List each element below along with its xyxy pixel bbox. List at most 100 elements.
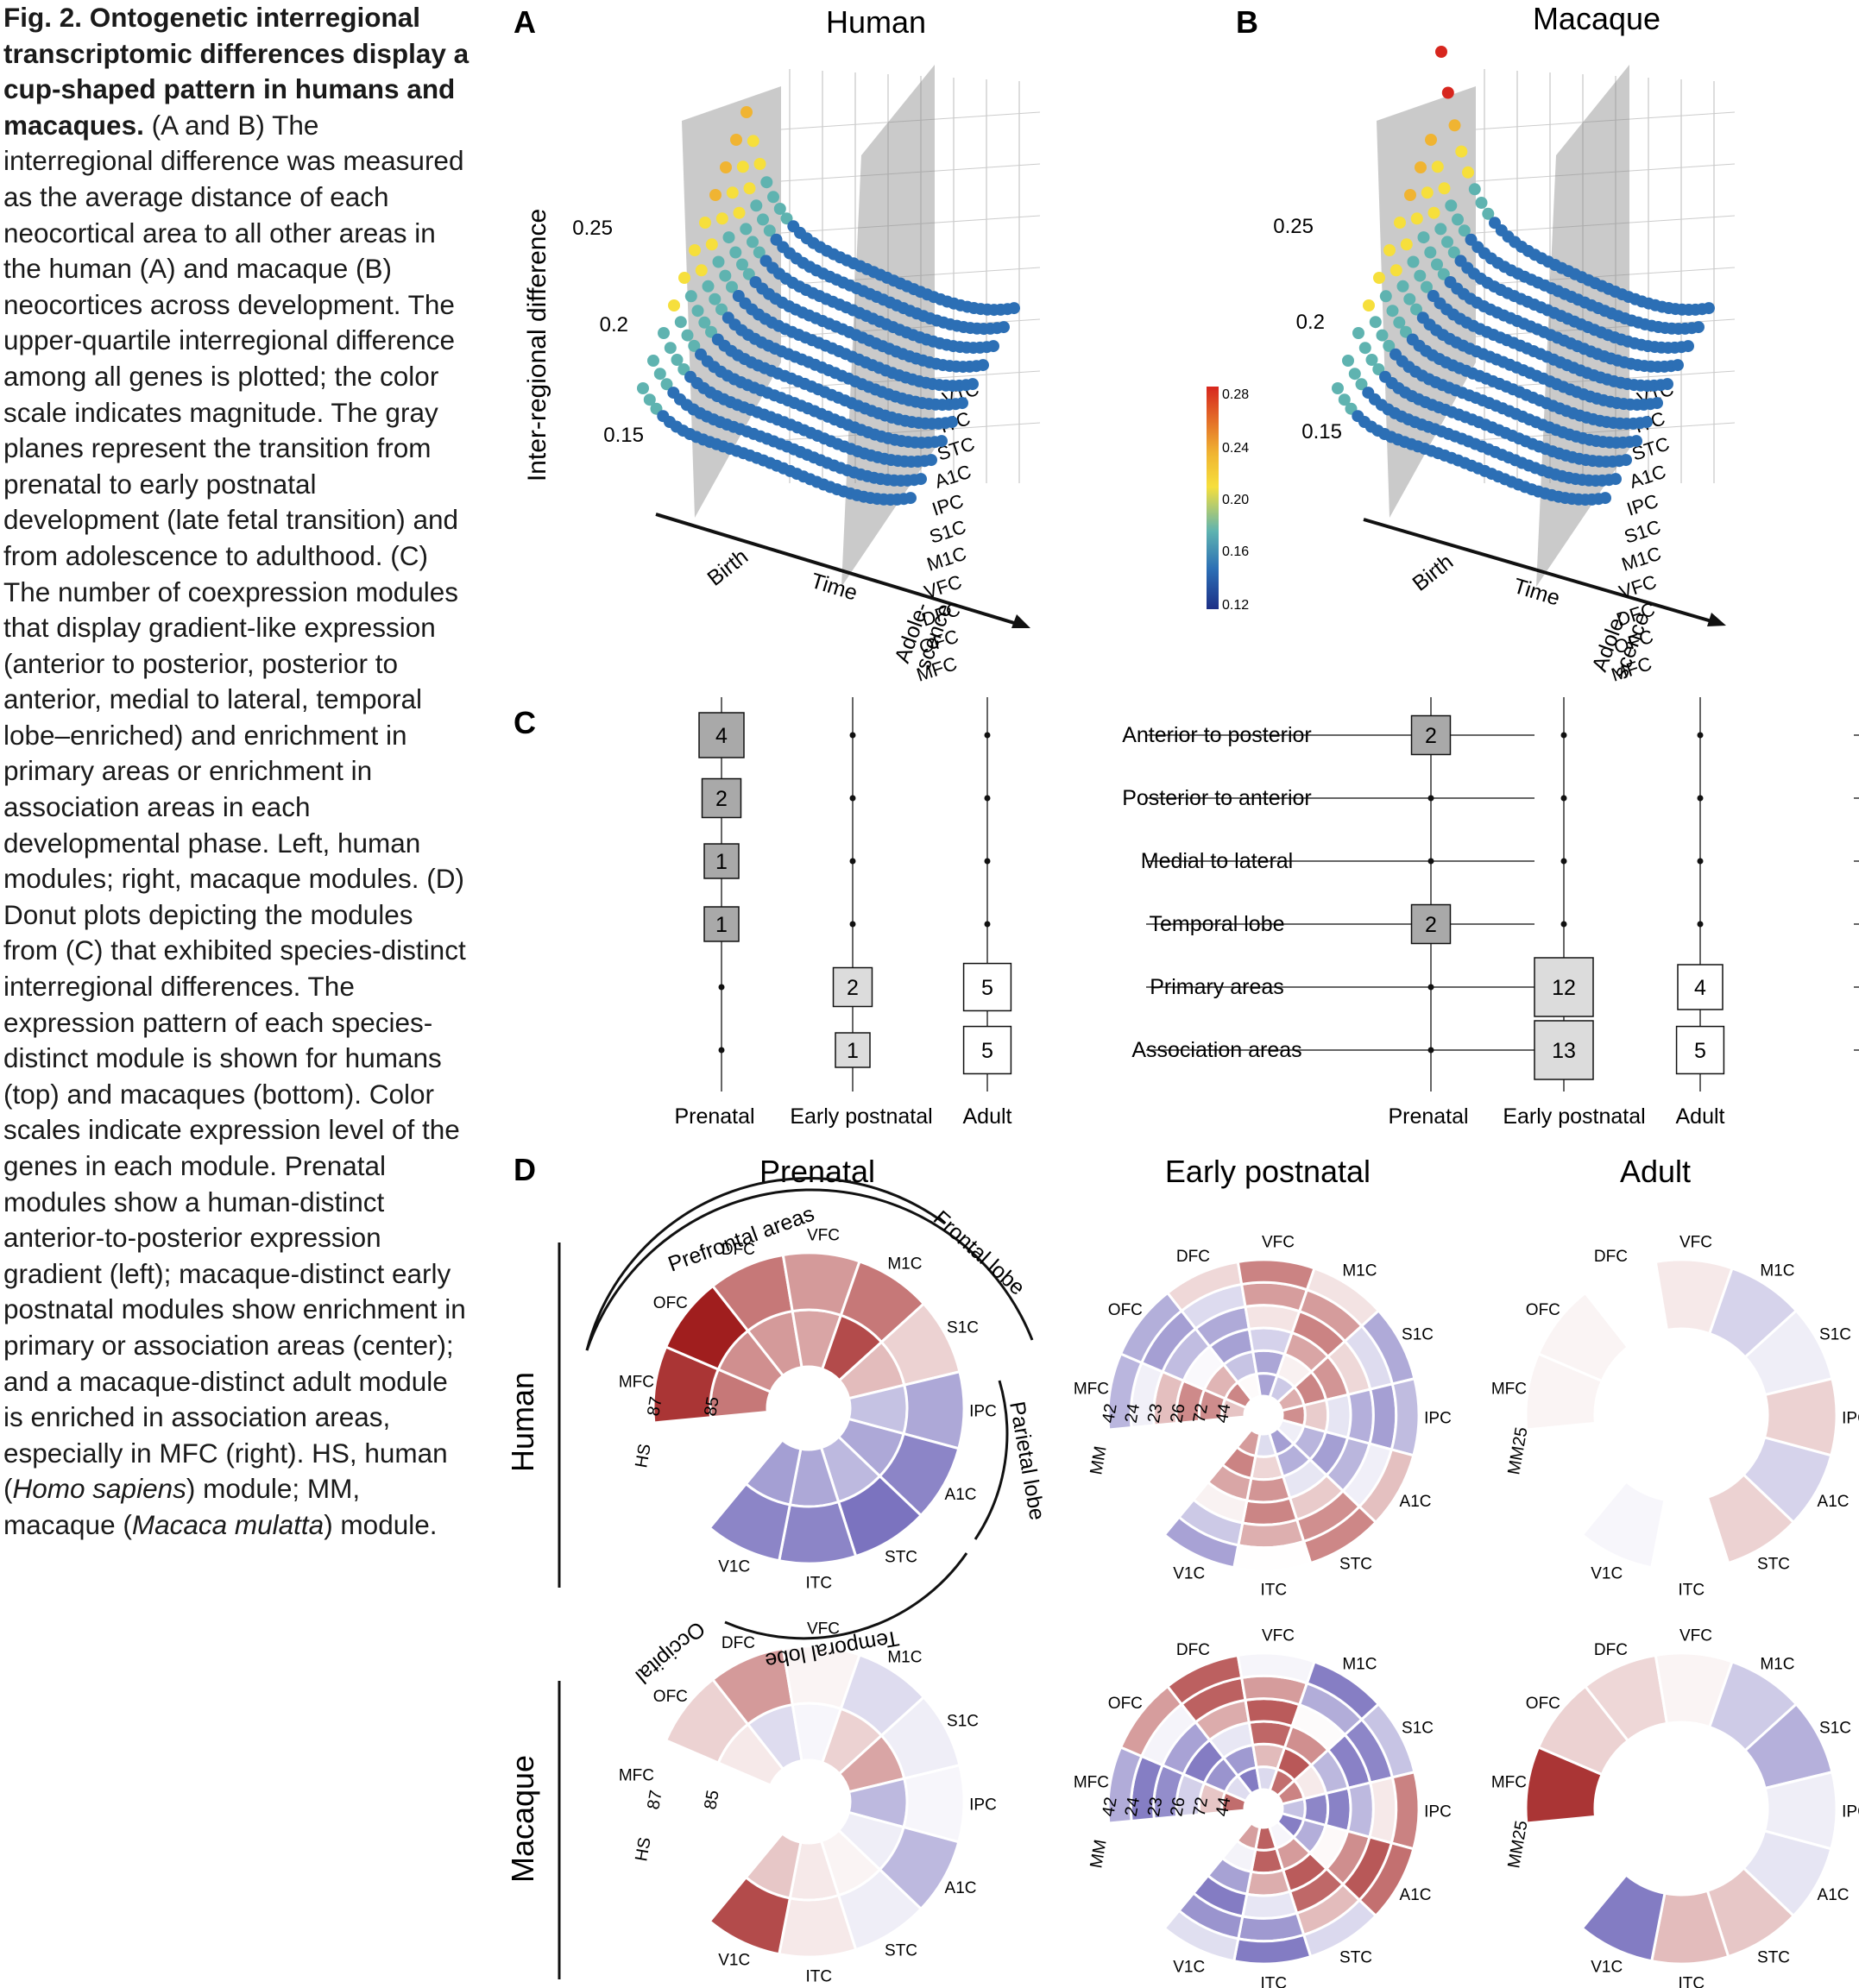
curve-point [773, 203, 786, 215]
curve-point [1599, 492, 1611, 505]
module-label: 23 [1144, 1402, 1167, 1425]
module-prefix: MM25 [1504, 1425, 1531, 1476]
area-label: A1C [945, 1879, 977, 1897]
area-label: MFC [1491, 1381, 1527, 1399]
donut-segment [1245, 1868, 1292, 1897]
area-label: M1C [1760, 1261, 1794, 1280]
empty-dot [1427, 984, 1434, 991]
area-label: IPC [969, 1796, 997, 1815]
area-label: MFC [1491, 1774, 1527, 1792]
curve-point [1394, 217, 1406, 229]
module-prefix: MM [1087, 1444, 1110, 1476]
module-count: 4 [715, 724, 728, 748]
curve-point [946, 416, 958, 429]
curve-point [660, 378, 673, 391]
curve-point [750, 199, 763, 212]
module-label: 85 [701, 1395, 723, 1418]
curve-point [695, 264, 708, 277]
area-label: ITC [1679, 1582, 1705, 1600]
module-label: 87 [644, 1395, 666, 1418]
module-count-box [835, 1032, 871, 1068]
caption-mid: ) module; MM, macaque ( [3, 1473, 361, 1540]
curve-point [1417, 231, 1430, 244]
curve-point [753, 246, 766, 259]
empty-dot [1697, 921, 1704, 928]
area-label: M1C [1342, 1261, 1377, 1280]
curve-point [1332, 382, 1344, 394]
panel-b-ytick-1: 0.25 [1273, 215, 1314, 238]
module-label: 87 [644, 1789, 666, 1811]
curve-point [647, 355, 659, 367]
area-label: DFC [1176, 1641, 1210, 1659]
empty-dot [1560, 858, 1567, 865]
col-label-human-3: Adult [963, 1104, 1012, 1129]
panel-a-birth: Birth [703, 544, 753, 591]
curve-point [1379, 290, 1392, 303]
colorbar: 0.28 0.24 0.20 0.16 0.12 [1207, 387, 1249, 613]
area-label: OFC [653, 1688, 688, 1706]
region-label: VFC [1616, 570, 1660, 602]
curve-point [699, 217, 711, 229]
area-label: VFC [1679, 1234, 1712, 1252]
curve-point [1641, 416, 1653, 429]
empty-dot [1427, 858, 1434, 865]
curve-point [1468, 183, 1481, 196]
temporal-arc [724, 1552, 968, 1640]
empty-dot [1427, 1047, 1434, 1054]
colorbar-tick-2: 0.24 [1222, 441, 1249, 456]
module-count-box [1675, 1025, 1725, 1075]
curve-point [753, 158, 766, 170]
module-count: 5 [981, 1039, 993, 1063]
curve-point [719, 269, 732, 282]
module-label: 24 [1122, 1402, 1144, 1425]
curve-point [720, 161, 732, 173]
module-count: 1 [715, 913, 728, 937]
area-label: MFC [619, 1767, 654, 1785]
area-label: STC [1757, 1555, 1790, 1573]
curve-point [747, 135, 759, 148]
curve-point [1455, 145, 1468, 158]
curve-point [1452, 213, 1464, 226]
empty-dot [1697, 732, 1704, 739]
curve-point [1390, 264, 1402, 277]
empty-dot [1560, 795, 1567, 802]
empty-dot [1697, 858, 1704, 865]
module-count: 13 [1552, 1039, 1576, 1063]
grid-line [780, 267, 1041, 286]
panel-a-curves [637, 106, 1020, 506]
curve-point [688, 339, 701, 352]
module-count-box [703, 906, 740, 942]
area-label: DFC [1176, 1248, 1210, 1266]
curve-point [1435, 46, 1447, 58]
curve-point [1376, 329, 1389, 342]
curve-point [730, 134, 742, 146]
donut-segment [1163, 1909, 1240, 1963]
curve-point [1352, 327, 1364, 339]
area-label: OFC [1526, 1301, 1560, 1319]
curve-point [956, 397, 968, 410]
curve-point [1403, 293, 1416, 305]
donut-segment [1368, 1776, 1398, 1845]
module-prefix: HS [632, 1443, 654, 1469]
area-label: S1C [947, 1318, 979, 1337]
panel-b-ytick-3: 0.15 [1301, 420, 1342, 444]
curve-point [1441, 236, 1453, 248]
area-label: A1C [1400, 1493, 1432, 1511]
donut-plots: MFC OFC DFC VFC M1C S1C IPC A1C STC ITC V1C 87 85 HS M… [619, 1227, 1859, 1988]
curve-point [1437, 267, 1450, 280]
module-label: 24 [1122, 1796, 1144, 1818]
module-label: 42 [1099, 1796, 1121, 1818]
empty-dot [718, 984, 725, 991]
panel-a-ytick-3: 0.15 [603, 424, 644, 447]
curve-point [726, 186, 739, 199]
area-label: A1C [1818, 1886, 1850, 1904]
curve-point [1342, 355, 1354, 367]
panel-d-letter: D [514, 1152, 536, 1187]
curve-point [1610, 473, 1622, 486]
curve-point [936, 435, 948, 448]
empty-dot [984, 858, 991, 865]
area-label: S1C [1819, 1719, 1851, 1737]
panel-c-col-labels-human: Prenatal Early postnatal Adult [674, 1104, 1011, 1129]
curve-point [1383, 339, 1396, 352]
panel-b-birth: Birth [1408, 550, 1458, 596]
